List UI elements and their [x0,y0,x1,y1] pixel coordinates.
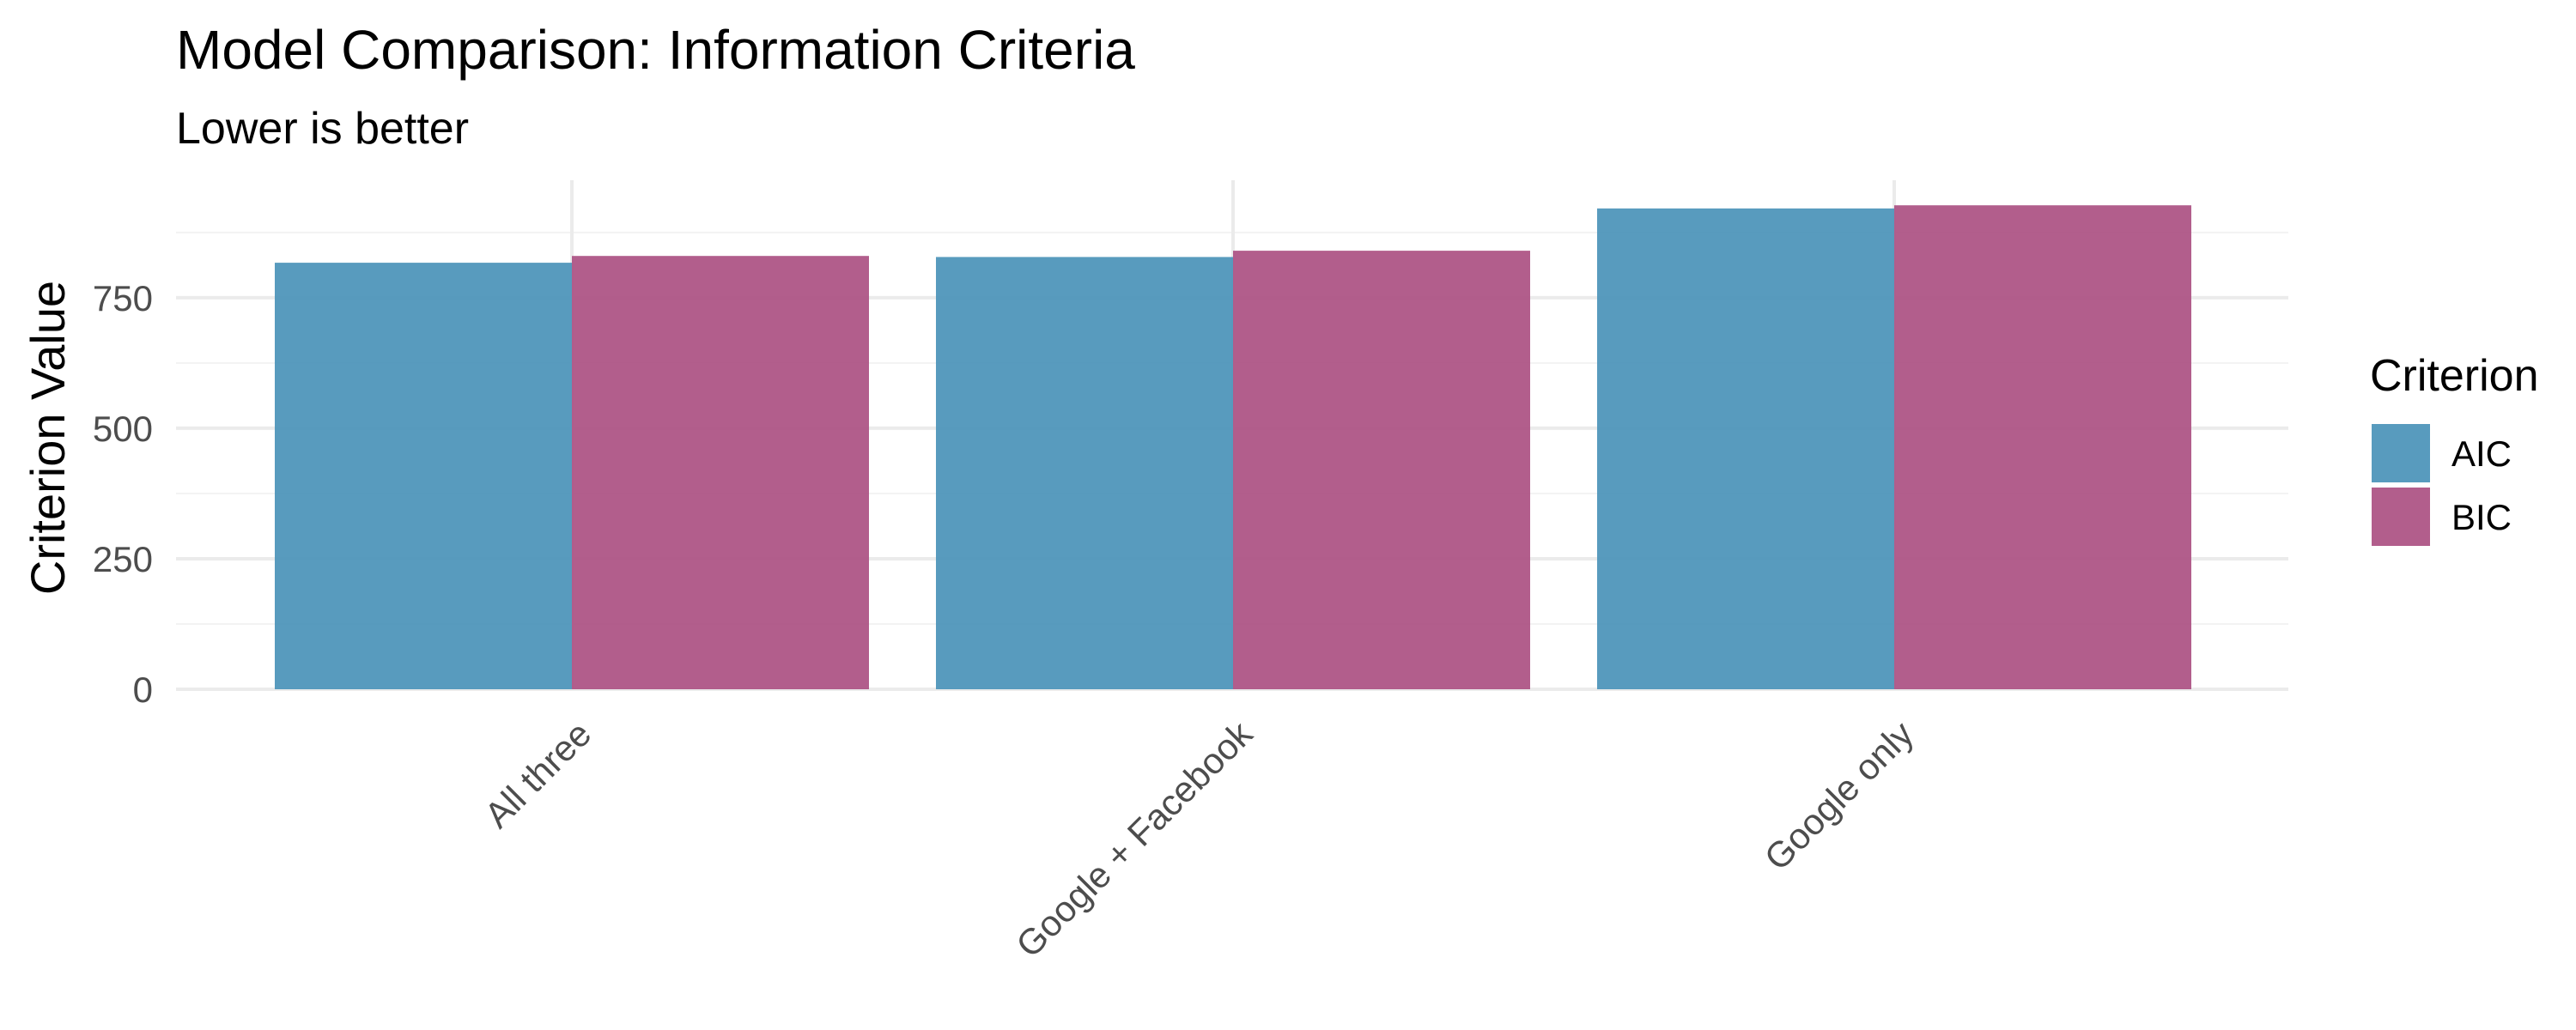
legend: Criterion AIC BIC [2370,351,2539,546]
legend-title: Criterion [2370,351,2539,401]
x-axis-ticks: All three Google + Facebook Google only [477,712,1921,965]
legend-label-aic: AIC [2451,433,2512,474]
bar-bic-3 [1894,205,2191,689]
bar-bic-2 [1233,251,1530,689]
chart-title: Model Comparison: Information Criteria [176,19,1135,81]
legend-key-bic [2372,488,2430,546]
x-tick-label: Google + Facebook [1008,712,1261,965]
y-tick-label: 0 [133,670,153,710]
bar-aic-3 [1597,209,1894,689]
x-tick-label: All three [477,713,598,835]
y-axis-ticks: 0 250 500 750 [93,278,153,710]
bars [275,205,2191,689]
legend-key-aic [2372,424,2430,482]
x-tick-label: Google only [1757,713,1922,878]
bar-bic-1 [572,256,869,689]
bar-aic-2 [936,257,1233,689]
y-tick-label: 750 [93,278,153,318]
bar-aic-1 [275,263,572,689]
legend-label-bic: BIC [2451,497,2512,537]
chart-subtitle: Lower is better [176,104,469,154]
y-tick-label: 500 [93,409,153,449]
y-axis-title: Criterion Value [21,281,75,595]
y-tick-label: 250 [93,539,153,579]
